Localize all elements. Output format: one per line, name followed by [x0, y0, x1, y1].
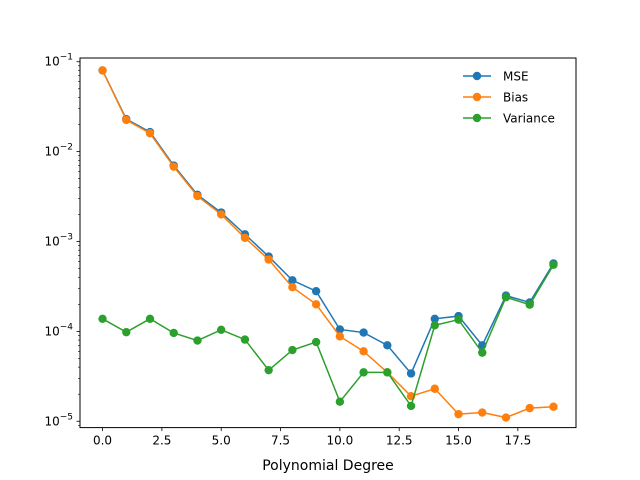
x-axis-label: Polynomial Degree [262, 458, 394, 474]
x-tick-label: 12.5 [386, 434, 413, 448]
x-tick-label: 5.0 [212, 434, 231, 448]
data-point [240, 233, 250, 242]
data-point [430, 314, 439, 323]
data-point [288, 345, 297, 355]
data-point [169, 328, 178, 338]
y-axis: 10−5 10−4 10−3 10−2 10−1 [44, 53, 80, 428]
data-point [217, 325, 226, 335]
series-variance [98, 260, 558, 411]
data-point [454, 409, 463, 419]
series-bias [98, 66, 558, 422]
x-tick-label: 0.0 [93, 434, 112, 448]
data-point [359, 368, 368, 377]
data-point [335, 332, 345, 341]
data-point [383, 341, 392, 350]
data-point [478, 348, 487, 357]
x-tick-label: 2.5 [152, 434, 171, 448]
x-axis: 0.0 2.5 5.0 7.5 10.0 12.5 15.0 17.5 [93, 427, 531, 448]
data-point [525, 300, 534, 309]
y-tick-label: 10−4 [44, 322, 73, 338]
data-point [145, 314, 155, 323]
data-point [430, 384, 439, 393]
series-layer [98, 66, 558, 422]
data-point [193, 336, 202, 345]
data-point [383, 368, 392, 377]
data-point [122, 115, 131, 125]
data-point [430, 321, 439, 330]
data-point [501, 413, 511, 422]
data-point [264, 365, 273, 375]
data-point [169, 162, 178, 171]
data-point [240, 335, 250, 344]
data-point [288, 283, 297, 292]
x-tick-label: 17.5 [504, 434, 531, 448]
data-point [406, 401, 416, 411]
y-tick-label: 10−1 [44, 53, 73, 69]
legend: MSE Bias Variance [463, 70, 555, 126]
data-point [501, 292, 511, 302]
data-point [478, 408, 487, 417]
legend-label: Variance [503, 112, 555, 126]
data-point [335, 397, 345, 406]
data-point [122, 327, 131, 337]
data-point [288, 276, 297, 285]
data-point [335, 325, 345, 334]
data-point [549, 402, 558, 411]
data-point [359, 328, 368, 337]
data-point [359, 347, 368, 356]
data-point [98, 66, 107, 75]
data-point [264, 255, 273, 264]
data-point [217, 210, 226, 219]
y-tick-label: 10−3 [44, 232, 73, 248]
data-point [454, 315, 463, 324]
legend-marker [472, 92, 482, 102]
data-point [311, 286, 321, 296]
data-point [549, 260, 558, 270]
data-point [525, 403, 534, 413]
plot-frame [79, 57, 577, 429]
x-tick-label: 10.0 [327, 434, 354, 448]
data-point [406, 369, 416, 378]
data-point [98, 314, 107, 323]
x-tick-label: 7.5 [271, 434, 290, 448]
data-point [311, 300, 321, 309]
legend-marker [472, 71, 482, 81]
legend-label: MSE [503, 70, 529, 84]
data-point [145, 129, 155, 138]
y-tick-label: 10−2 [44, 143, 73, 159]
x-tick-label: 15.0 [445, 434, 472, 448]
data-point [311, 337, 321, 347]
legend-marker [472, 113, 482, 123]
data-point [193, 191, 202, 201]
legend-label: Bias [503, 91, 528, 105]
y-tick-label: 10−5 [44, 412, 73, 428]
